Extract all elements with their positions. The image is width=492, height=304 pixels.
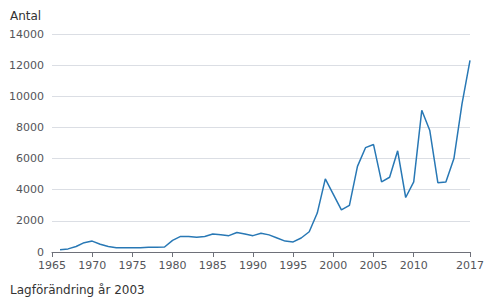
svg-text:1980: 1980: [159, 259, 187, 272]
svg-text:8000: 8000: [16, 121, 44, 134]
svg-text:1990: 1990: [239, 259, 267, 272]
svg-text:1995: 1995: [279, 259, 307, 272]
svg-text:1975: 1975: [118, 259, 146, 272]
svg-text:10000: 10000: [9, 90, 44, 103]
svg-text:2005: 2005: [360, 259, 388, 272]
svg-text:2017: 2017: [456, 259, 484, 272]
svg-text:0: 0: [37, 246, 44, 259]
svg-text:6000: 6000: [16, 152, 44, 165]
svg-text:4000: 4000: [16, 183, 44, 196]
svg-text:12000: 12000: [9, 59, 44, 72]
svg-text:1970: 1970: [78, 259, 106, 272]
svg-text:2000: 2000: [319, 259, 347, 272]
svg-text:2000: 2000: [16, 214, 44, 227]
svg-text:14000: 14000: [9, 28, 44, 41]
svg-text:Antal: Antal: [10, 9, 41, 23]
svg-text:2010: 2010: [400, 259, 428, 272]
svg-text:Lagförändring år 2003: Lagförändring år 2003: [10, 283, 145, 297]
svg-text:1965: 1965: [38, 259, 66, 272]
svg-text:1985: 1985: [199, 259, 227, 272]
